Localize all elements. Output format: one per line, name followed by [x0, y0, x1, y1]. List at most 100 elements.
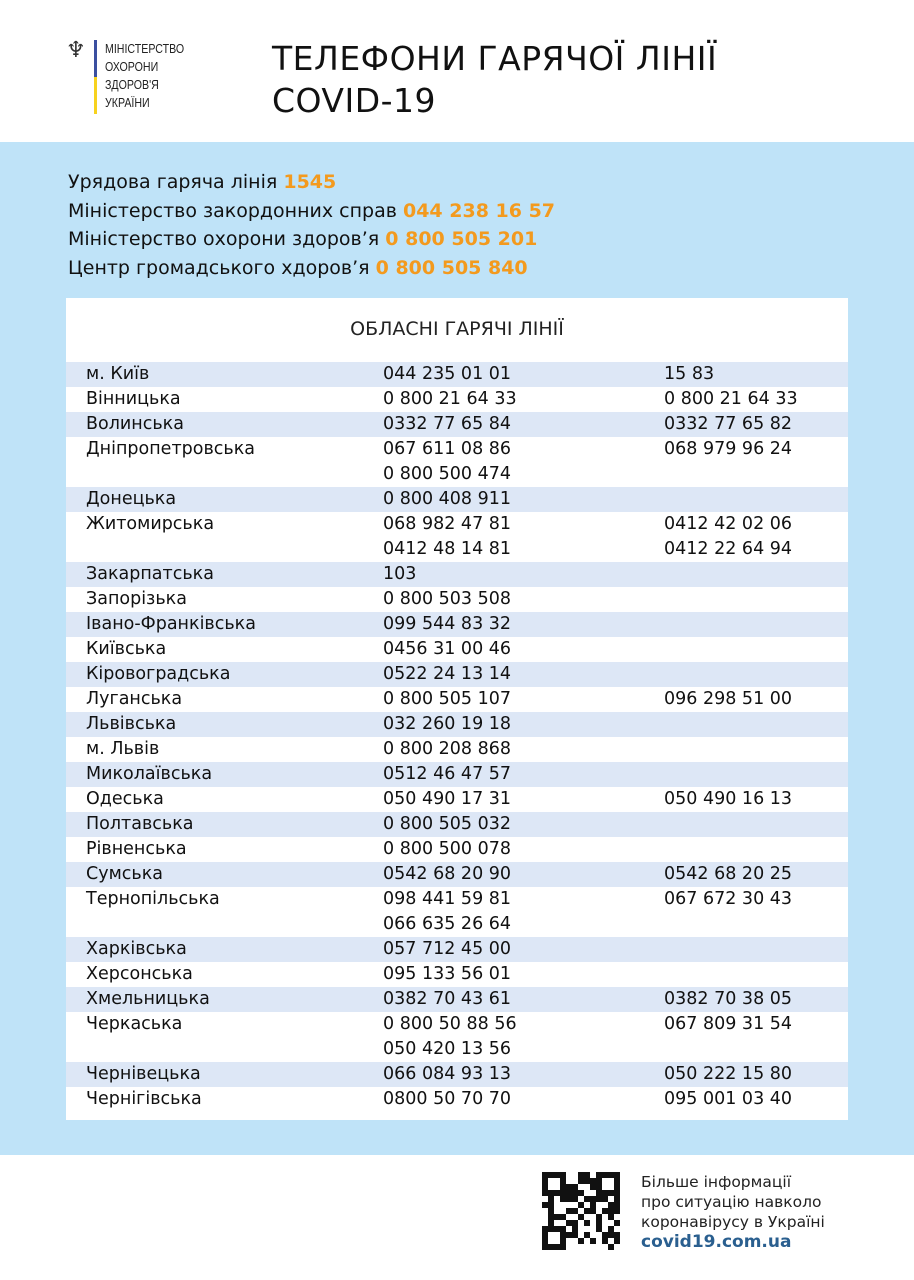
phone-number[interactable]: 066 084 93 13 — [383, 1064, 512, 1084]
phones-secondary — [664, 962, 848, 987]
phones-secondary — [664, 837, 848, 862]
phones-secondary — [664, 562, 848, 587]
phone-number[interactable]: 0412 42 02 06 — [664, 514, 793, 534]
website-link[interactable]: covid19.com.ua — [641, 1232, 792, 1252]
phone-number[interactable]: 032 260 19 18 — [383, 714, 512, 734]
phones-secondary: 067 672 30 43 — [664, 887, 848, 937]
phones-secondary — [664, 937, 848, 962]
region-name: Полтавська — [86, 814, 194, 834]
table-row: Львівська 032 260 19 18 — [66, 712, 848, 737]
phone-number[interactable]: 0512 46 47 57 — [383, 764, 512, 784]
phone-number[interactable]: 0 800 208 868 — [383, 739, 512, 759]
logo-line: ЗДОРОВ'Я — [104, 78, 159, 92]
region-name: Харківська — [86, 939, 187, 959]
phone-number[interactable]: 050 490 17 31 — [383, 789, 512, 809]
title-line: ТЕЛЕФОНИ ГАРЯЧОЇ ЛІНІЇ — [272, 39, 718, 78]
phone-number[interactable]: 096 298 51 00 — [664, 689, 793, 709]
phone-number[interactable]: 095 001 03 40 — [664, 1089, 793, 1109]
table-row: Рівненська 0 800 500 078 — [66, 837, 848, 862]
table-row: Хмельницька 0382 70 43 61 0382 70 38 05 — [66, 987, 848, 1012]
qr-code[interactable] — [542, 1172, 620, 1250]
phone-number[interactable]: 067 611 08 86 — [383, 439, 512, 459]
phone-number[interactable]: 0522 24 13 14 — [383, 664, 512, 684]
phones-secondary: 15 83 — [664, 362, 848, 387]
phone-number[interactable]: 0332 77 65 84 — [383, 414, 512, 434]
phone-number[interactable]: 0800 50 70 70 — [383, 1089, 512, 1109]
phone-number[interactable]: 068 979 96 24 — [664, 439, 793, 459]
phones-primary: 098 441 59 81 066 635 26 64 — [383, 887, 664, 937]
phone-number[interactable]: 0 800 21 64 33 — [664, 389, 798, 409]
phones-secondary — [664, 487, 848, 512]
phone-number[interactable]: 15 83 — [664, 364, 715, 384]
hotline-number[interactable]: 1545 — [283, 171, 337, 193]
hotline-number[interactable]: 0 800 505 840 — [375, 256, 528, 279]
region-name: Вінницька — [86, 389, 181, 409]
phone-number[interactable]: 095 133 56 01 — [383, 964, 512, 984]
phone-number[interactable]: 0542 68 20 25 — [664, 864, 793, 884]
phone-number[interactable]: 0542 68 20 90 — [383, 864, 512, 884]
phone-number[interactable]: 068 982 47 81 — [383, 514, 512, 534]
region-name: Запорізька — [86, 589, 187, 609]
table-row: Луганська 0 800 505 107 096 298 51 00 — [66, 687, 848, 712]
phone-number[interactable]: 050 420 13 56 — [383, 1039, 512, 1059]
phone-number[interactable]: 098 441 59 81 — [383, 889, 512, 909]
table-row: Івано-Франківська 099 544 83 32 — [66, 612, 848, 637]
table-title: ОБЛАСНІ ГАРЯЧІ ЛІНІЇ — [350, 318, 564, 340]
region-name: Тернопільська — [86, 889, 220, 909]
phone-number[interactable]: 067 672 30 43 — [664, 889, 793, 909]
phone-number[interactable]: 0 800 503 508 — [383, 589, 512, 609]
trident-icon: ♆ — [66, 38, 86, 63]
phone-number[interactable]: 0382 70 43 61 — [383, 989, 512, 1009]
phone-number[interactable]: 044 235 01 01 — [383, 364, 512, 384]
phone-number[interactable]: 0412 48 14 81 — [383, 539, 512, 559]
region-name: Закарпатська — [86, 564, 214, 584]
table-row: Харківська 057 712 45 00 — [66, 937, 848, 962]
phone-number[interactable]: 0382 70 38 05 — [664, 989, 793, 1009]
table-row: Волинська 0332 77 65 84 0332 77 65 82 — [66, 412, 848, 437]
phone-number[interactable]: 057 712 45 00 — [383, 939, 512, 959]
phone-number[interactable]: 0412 22 64 94 — [664, 539, 793, 559]
region-name: Кіровоградська — [86, 664, 231, 684]
hotline-item: Урядова гаряча лінія 1545 — [68, 168, 555, 197]
table-row: м. Львів 0 800 208 868 — [66, 737, 848, 762]
phones-primary: 0512 46 47 57 — [383, 762, 664, 787]
phones-secondary — [664, 737, 848, 762]
phones-primary: 0800 50 70 70 — [383, 1087, 664, 1112]
phone-number[interactable]: 103 — [383, 564, 417, 584]
phone-number[interactable]: 0 800 21 64 33 — [383, 389, 517, 409]
phone-number[interactable]: 0456 31 00 46 — [383, 639, 512, 659]
phone-number[interactable]: 0 800 505 107 — [383, 689, 512, 709]
hotline-label: Урядова гаряча лінія — [68, 171, 278, 193]
phone-number[interactable]: 0 800 505 032 — [383, 814, 512, 834]
phone-number[interactable]: 067 809 31 54 — [664, 1014, 793, 1034]
phones-secondary: 0332 77 65 82 — [664, 412, 848, 437]
phone-number[interactable]: 0332 77 65 82 — [664, 414, 793, 434]
phones-secondary — [664, 637, 848, 662]
table-row: Чернігівська 0800 50 70 70 095 001 03 40 — [66, 1087, 848, 1112]
phone-number[interactable]: 066 635 26 64 — [383, 914, 512, 934]
phones-primary: 0522 24 13 14 — [383, 662, 664, 687]
footer-line: Більше інформації — [641, 1173, 791, 1191]
phone-number[interactable]: 099 544 83 32 — [383, 614, 512, 634]
phones-primary: 032 260 19 18 — [383, 712, 664, 737]
phone-number[interactable]: 0 800 50 88 56 — [383, 1014, 517, 1034]
region-name: Черкаська — [86, 1014, 183, 1034]
phone-number[interactable]: 0 800 500 474 — [383, 464, 512, 484]
region-name: Житомирська — [86, 514, 215, 534]
table-row: Миколаївська 0512 46 47 57 — [66, 762, 848, 787]
phone-number[interactable]: 0 800 408 911 — [383, 489, 512, 509]
phone-number[interactable]: 0 800 500 078 — [383, 839, 512, 859]
phones-secondary: 095 001 03 40 — [664, 1087, 848, 1112]
phones-primary: 0542 68 20 90 — [383, 862, 664, 887]
hotline-number[interactable]: 0 800 505 201 — [385, 228, 538, 250]
logo-line: МІНІСТЕРСТВО — [104, 42, 184, 56]
region-name: м. Київ — [86, 364, 150, 384]
hotline-number[interactable]: 044 238 16 57 — [402, 199, 556, 222]
phones-primary: 0 800 505 107 — [383, 687, 664, 712]
table-row: Київська 0456 31 00 46 — [66, 637, 848, 662]
phone-number[interactable]: 050 490 16 13 — [664, 789, 793, 809]
page-title: ТЕЛЕФОНИ ГАРЯЧОЇ ЛІНІЇ COVID-19 — [272, 38, 717, 122]
phones-primary: 099 544 83 32 — [383, 612, 664, 637]
phone-number[interactable]: 050 222 15 80 — [664, 1064, 793, 1084]
ministry-logo: ♆ МІНІСТЕРСТВО ОХОРОНИ ЗДОРОВ'Я УКРАЇНИ — [66, 40, 198, 114]
